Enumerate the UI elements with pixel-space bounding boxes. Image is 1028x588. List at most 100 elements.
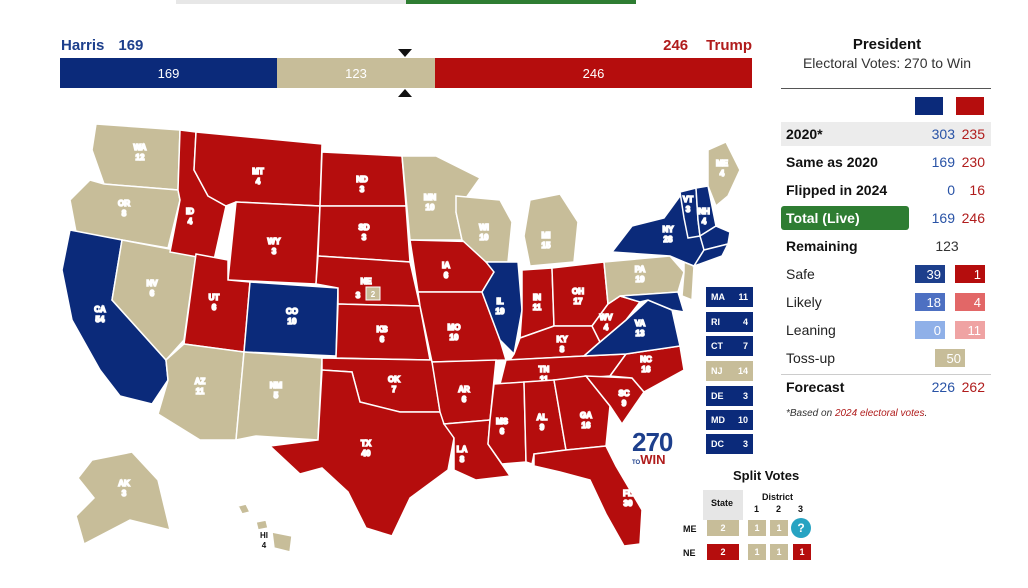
small-state-dc[interactable]: DC 3	[706, 434, 753, 454]
state-label: WA	[134, 143, 147, 152]
results-table: 2020* 303 235 Same as 2020 169 230 Flipped i…	[781, 122, 993, 422]
state-ma[interactable]	[699, 225, 731, 251]
row-same-as-2020: Same as 2020 169 230	[786, 154, 985, 170]
ne-district-3[interactable]: 1	[793, 544, 811, 560]
svg-text:NE: NE	[360, 277, 372, 286]
row-tossup: Toss-up 50	[781, 346, 991, 370]
district-header: District	[762, 492, 794, 502]
tossup-bar-segment: 123	[277, 58, 435, 88]
row-2020: 2020* 303 235	[781, 122, 991, 146]
state-ct-ri[interactable]	[692, 242, 730, 268]
state-me[interactable]: ME 4	[707, 141, 741, 208]
row-flipped-2024: Flipped in 2024 0 16	[786, 182, 985, 198]
leaning-rep-chip: 11	[955, 321, 985, 339]
hi-label: HI 4	[260, 531, 268, 550]
me-district-2[interactable]: 1	[770, 520, 788, 536]
state-nd[interactable]: ND 3	[319, 151, 407, 207]
state-sd[interactable]: SD 3	[317, 205, 411, 263]
likely-dem-chip: 18	[915, 293, 945, 311]
svg-text:WY3: WY 3	[268, 237, 282, 256]
dem-swatch	[915, 97, 943, 115]
us-map: WA 12 OR 8 CA 54 NV 6 ID 4 MT 4 WY 3 UT 6 CO 10 A…	[61, 123, 741, 553]
state-hi[interactable]	[236, 503, 293, 553]
ne-district-1[interactable]: 1	[748, 544, 766, 560]
small-state-ri[interactable]: RI 4	[706, 312, 753, 332]
svg-text:ID4: ID 4	[186, 207, 194, 226]
row-forecast: Forecast 226 262	[786, 379, 985, 395]
state-il[interactable]: IL 19	[481, 261, 523, 356]
svg-text:SC9: SC 9	[618, 389, 629, 408]
split-row-ne-label: NE	[683, 548, 696, 558]
small-state-md[interactable]: MD 10	[706, 410, 753, 430]
ne-district-2[interactable]: 1	[770, 544, 788, 560]
state-ar[interactable]: AR 6	[431, 359, 497, 425]
electoral-vote-bar: 169 123 246	[60, 58, 752, 88]
svg-text:NM5: NM 5	[270, 381, 283, 400]
ne-district-box[interactable]: 2	[365, 286, 381, 301]
row-likely: Likely 18 4	[781, 290, 991, 314]
state-or[interactable]: OR 8	[69, 179, 181, 249]
state-ny[interactable]: NY 28	[610, 195, 705, 267]
270-to-win-logo[interactable]: 270 TOWIN	[632, 427, 673, 467]
state-ks[interactable]: KS 6	[335, 303, 431, 361]
state-wy[interactable]: WY 3	[227, 201, 321, 285]
state-nm[interactable]: NM 5	[235, 351, 323, 441]
state-nj[interactable]	[681, 260, 695, 302]
state-al[interactable]: AL 9	[523, 379, 567, 465]
small-state-ct[interactable]: CT 7	[706, 336, 753, 356]
state-mt[interactable]: MT 4	[193, 131, 323, 207]
leaning-dem-chip: 0	[915, 321, 945, 339]
state-az[interactable]: AZ 11	[157, 343, 245, 441]
svg-text:NH4: NH 4	[698, 207, 710, 226]
svg-text:ME4: ME 4	[716, 159, 729, 178]
state-ga[interactable]: GA 16	[553, 375, 611, 451]
state-fl[interactable]: FL 30	[533, 445, 643, 547]
state-mi[interactable]: MI 15	[523, 193, 579, 267]
state-sc[interactable]: SC 9	[584, 375, 645, 426]
me-district-3-question-icon[interactable]: ?	[791, 518, 811, 538]
split-votes-title: Split Votes	[733, 468, 800, 483]
row-leaning: Leaning 0 11	[781, 318, 991, 342]
rep-header: 246 Trump	[663, 37, 752, 54]
state-ia[interactable]: IA 6	[409, 239, 495, 293]
state-tx[interactable]: TX 40	[268, 369, 455, 537]
small-state-de[interactable]: DE 3	[706, 386, 753, 406]
270-marker-bottom-icon	[398, 89, 412, 97]
dem-bar-segment: 169	[60, 58, 277, 88]
svg-text:VT3: VT 3	[683, 195, 693, 214]
state-wa[interactable]: WA 12	[91, 123, 181, 191]
small-state-ma[interactable]: MA 11	[706, 287, 753, 307]
results-panel: President Electoral Votes: 270 to Win	[781, 36, 993, 71]
ne-state-value[interactable]: 2	[707, 544, 739, 560]
top-strip-green	[406, 0, 636, 4]
row-total-live[interactable]: Total (Live) 169 246	[781, 206, 991, 230]
me-district-1[interactable]: 1	[748, 520, 766, 536]
row-safe: Safe 39 1	[781, 262, 991, 286]
panel-subtitle: Electoral Votes: 270 to Win	[802, 55, 972, 71]
footnote-link[interactable]: 2024 electoral votes	[834, 408, 925, 419]
state-header-bg	[703, 490, 743, 520]
state-md[interactable]	[619, 291, 686, 313]
total-live-badge[interactable]	[781, 206, 909, 230]
svg-text:LA8: LA 8	[457, 445, 468, 464]
state-ky[interactable]: KY 8	[508, 325, 601, 361]
state-la[interactable]: LA 8	[442, 419, 512, 481]
svg-text:KY8: KY 8	[556, 335, 568, 354]
me-state-value[interactable]: 2	[707, 520, 739, 536]
svg-text:OR8: OR 8	[118, 199, 130, 218]
state-co[interactable]: CO 10	[243, 281, 339, 357]
state-wi[interactable]: WI 10	[455, 195, 513, 263]
state-ak[interactable]: AK 3	[75, 451, 172, 546]
logo-win: TOWIN	[632, 452, 666, 467]
state-ms[interactable]: MS 6	[487, 381, 527, 465]
small-state-nj[interactable]: NJ 14	[706, 361, 753, 381]
